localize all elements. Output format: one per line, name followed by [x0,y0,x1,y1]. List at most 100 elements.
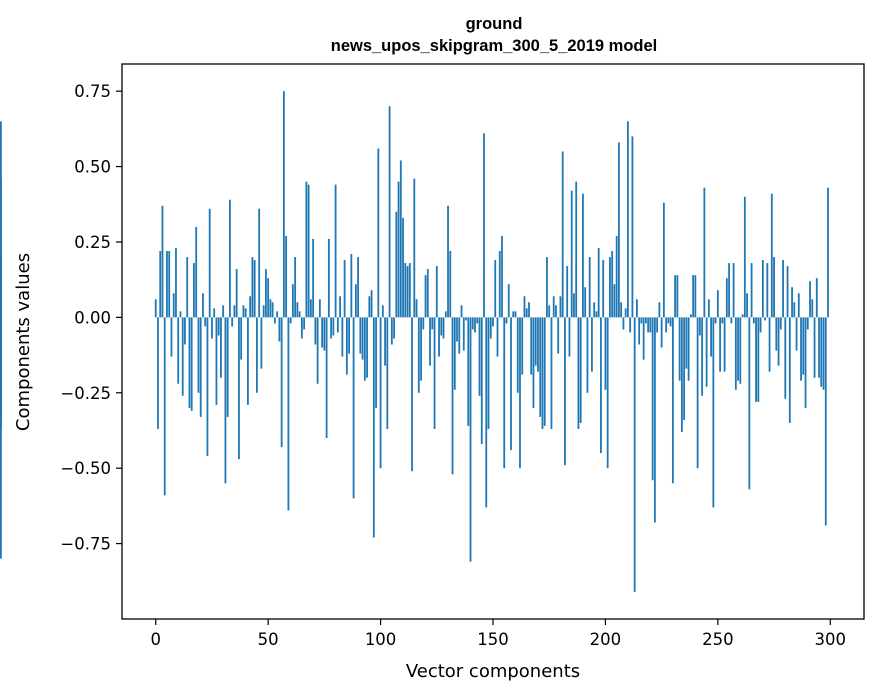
bar-component-81 [336,317,339,333]
bar-component-260 [739,317,742,384]
bar-component-246 [707,299,710,318]
bar-component-243 [701,317,704,396]
bar-component-73 [318,299,321,318]
bar-component-279 [782,260,784,318]
bar-component-164 [523,296,526,318]
bar-component-147 [485,317,488,508]
bar-component-249 [714,317,717,324]
bar-component-66 [303,317,306,330]
bar-component-176 [550,317,553,429]
bar-component-63 [296,302,299,318]
bar-component-60 [289,317,292,324]
bar-component-235 [683,317,686,420]
bar-component-128 [442,317,445,339]
bar-component-5 [166,251,168,318]
bar-component-89 [354,284,357,318]
bar-component-242 [698,317,701,336]
bar-component-51 [269,299,272,318]
bar-component-0 [154,299,157,318]
bar-component-190 [582,193,584,318]
bar-component-26 [213,308,216,318]
bar-component-247 [710,317,712,357]
bar-component-105 [390,317,393,345]
x-tick-label: 0 [150,630,161,649]
bar-component-204 [613,284,616,318]
bar-component-50 [267,278,270,318]
bar-component-34 [231,317,234,327]
bar-component-77 [327,238,330,318]
bar-component-9 [175,247,177,318]
bar-component-121 [426,269,429,318]
bar-component-213 [633,317,636,592]
bar-component-93 [363,317,366,381]
bar-component-179 [557,317,560,354]
bar-component-49 [265,269,267,318]
bar-component-226 [662,202,665,318]
bar-component-285 [795,317,798,351]
bar-component-297 [822,317,825,390]
bar-component-126 [438,317,440,357]
bar-component-161 [516,317,519,393]
bar-component-85 [345,317,348,375]
bar-component-252 [721,317,724,324]
bar-component-undefined [0,317,2,321]
bar-component-210 [627,121,629,318]
bar-component-29 [220,317,222,378]
bar-component-229 [669,317,672,327]
bar-component-185 [570,190,573,318]
y-tick-label: −0.75 [60,535,111,554]
bars-group [0,91,829,592]
chart-title-line2: news_upos_skipgram_300_5_2019 model [331,37,658,55]
bar-component-undefined [0,317,2,559]
bar-component-4 [163,317,166,496]
bar-component-15 [188,317,191,408]
bar-component-208 [622,317,625,330]
bar-component-171 [539,317,542,417]
bar-component-40 [244,308,247,318]
bar-component-283 [791,287,793,318]
bar-component-undefined [0,317,2,393]
bar-component-268 [757,317,760,402]
bar-component-148 [487,317,490,429]
y-axis-ticks: −0.75 −0.50 −0.25 0.00 0.25 0.50 0.75 [60,82,122,554]
bar-component-127 [440,317,443,336]
bar-component-80 [334,184,337,318]
bar-component-44 [253,260,256,318]
bar-component-169 [534,317,537,366]
bar-component-22 [204,317,207,327]
bar-component-157 [507,284,510,318]
bar-component-191 [584,287,587,318]
bar-component-111 [404,263,407,318]
bar-component-136 [460,305,463,318]
bar-component-262 [743,196,746,318]
bar-component-59 [287,317,290,511]
bar-component-254 [725,278,728,318]
bar-component-6 [168,251,171,318]
bar-component-151 [494,260,497,318]
bar-component-45 [256,317,258,393]
bar-component-170 [537,317,539,372]
bar-component-168 [532,317,535,408]
bar-component-224 [658,302,661,318]
bar-component-175 [548,305,551,318]
bar-component-280 [784,317,787,399]
bar-component-225 [660,317,663,348]
bar-component-215 [638,317,641,345]
bar-component-274 [770,193,773,318]
bar-component-150 [492,317,494,327]
bar-component-70 [312,238,315,318]
bar-component-109 [399,160,402,318]
bar-component-167 [530,317,533,375]
bar-component-144 [478,317,481,396]
bar-component-182 [564,317,566,466]
bar-component-189 [579,317,582,423]
bar-component-201 [606,317,609,469]
bar-component-172 [541,317,544,429]
bar-component-186 [573,293,575,318]
bar-component-82 [339,296,341,318]
bar-component-206 [618,142,620,318]
bar-component-31 [224,317,227,484]
bar-component-124 [433,317,436,429]
bar-component-278 [779,317,782,330]
bar-component-33 [229,199,231,318]
